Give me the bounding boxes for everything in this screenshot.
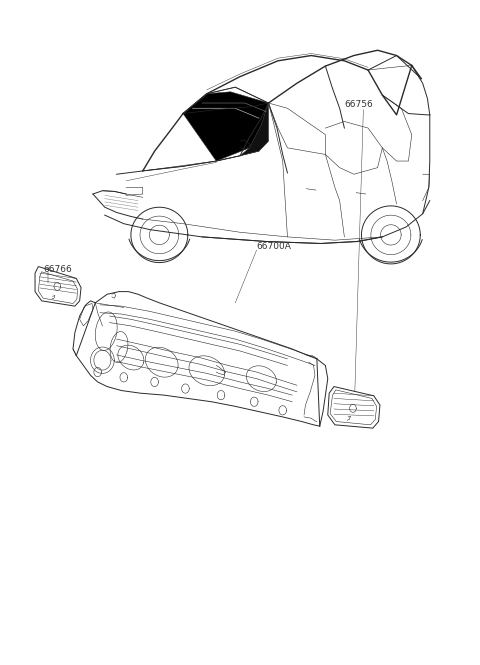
Text: 66766: 66766 [43,265,72,275]
Text: 66700A: 66700A [257,242,291,251]
Text: 66756: 66756 [344,100,373,110]
Polygon shape [240,103,268,156]
Polygon shape [183,92,268,161]
